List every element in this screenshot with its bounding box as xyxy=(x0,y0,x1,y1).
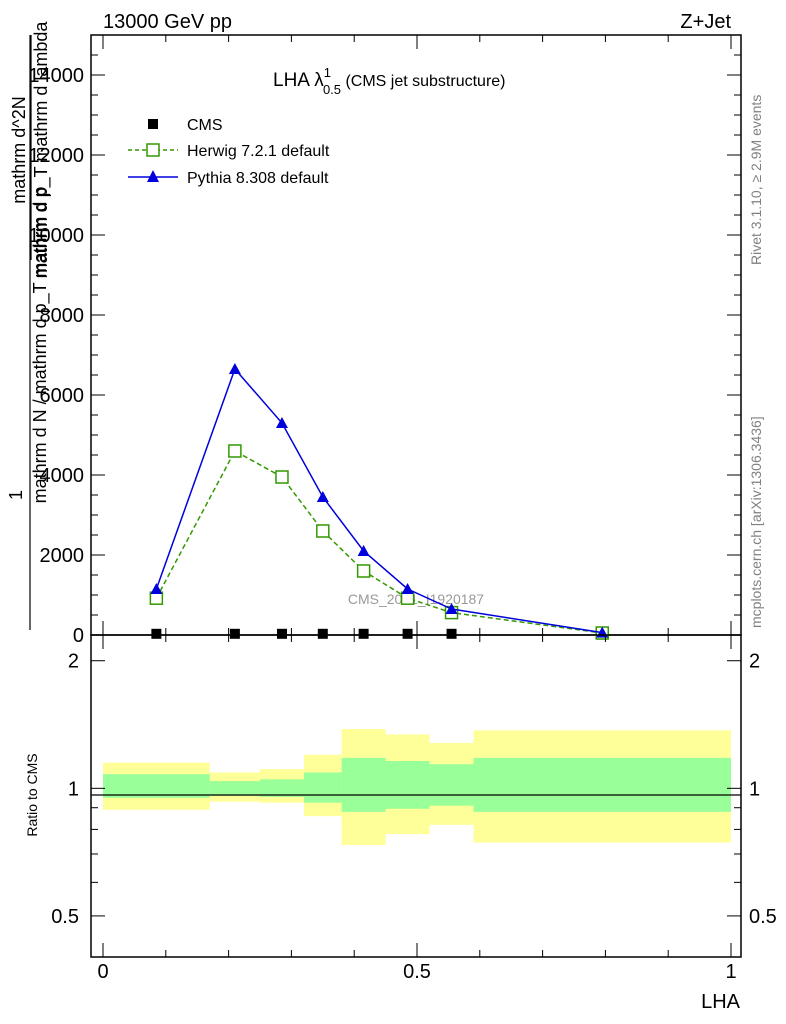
legend-label-cms: CMS xyxy=(187,117,223,134)
data-point-herwig xyxy=(228,444,242,458)
data-point-pythia xyxy=(357,545,370,556)
ratio-inner-band xyxy=(341,757,386,812)
legend-marker-pythia xyxy=(147,170,159,182)
data-point-pythia xyxy=(150,583,163,594)
ratio-inner-band xyxy=(103,774,210,798)
data-point-pythia xyxy=(228,363,241,374)
ratio-ticks xyxy=(91,635,741,958)
watermark: CMS_2021_I1920187 xyxy=(348,591,484,607)
ratio-bands xyxy=(103,729,731,846)
ratio-inner-band xyxy=(209,781,260,796)
mcplots-label: mcplots.cern.ch [arXiv:1306.3436] xyxy=(748,416,764,628)
ratio-xtick-label: 0 xyxy=(97,961,108,983)
data-point-pythia xyxy=(401,583,414,594)
data-point-cms xyxy=(151,628,162,639)
ylabel-denominator-a: mathrm d N / mathrm d p_T mathrm d p xyxy=(30,187,51,504)
data-point-pythia xyxy=(275,417,288,428)
ratio-ytick-label-right: 2 xyxy=(749,651,760,673)
ylabel-numerator-b: mathrm d^2N xyxy=(9,96,29,203)
data-point-cms xyxy=(402,628,413,639)
ylabel-numerator-a: 1 xyxy=(6,490,26,500)
ratio-plot-frame xyxy=(90,634,742,958)
main-ytick-label: 4000 xyxy=(40,465,85,487)
data-point-herwig xyxy=(275,470,289,484)
main-ytick-label: 10000 xyxy=(28,225,84,247)
ratio-inner-band xyxy=(260,779,304,797)
main-series xyxy=(149,363,610,640)
main-ytick-label: 8000 xyxy=(40,305,85,327)
legend-label-herwig: Herwig 7.2.1 default xyxy=(187,143,330,160)
ratio-inner-band xyxy=(429,764,474,806)
data-point-cms xyxy=(317,628,328,639)
process-label: Z+Jet xyxy=(680,11,731,33)
legend-marker-herwig xyxy=(146,143,160,157)
ratio-ytick-label-right: 1 xyxy=(749,778,760,800)
main-ytick-label: 0 xyxy=(73,625,84,647)
data-point-cms xyxy=(446,628,457,639)
ratio-inner-band xyxy=(473,757,731,812)
main-ytick-label: 12000 xyxy=(28,145,84,167)
x-axis-label: LHA xyxy=(701,991,741,1013)
ratio-ytick-label: 2 xyxy=(68,651,79,673)
ratio-ytick-label-right: 0.5 xyxy=(749,906,777,928)
legend-marker-cms xyxy=(148,119,158,129)
data-point-cms xyxy=(229,628,240,639)
ratio-ytick-label: 0.5 xyxy=(51,906,79,928)
rivet-version-label: Rivet 3.1.10, ≥ 2.9M events xyxy=(748,95,764,265)
ratio-tick-labels: 0.5 0.5 1 1 2 2 0 0.5 1 xyxy=(51,651,777,983)
plot-title: LHA λ1 0.5 (CMS jet substructure) xyxy=(273,65,506,97)
ratio-ylabel: Ratio to CMS xyxy=(24,753,40,836)
data-point-cms xyxy=(276,628,287,639)
main-ylabel: 1 mathrm d N / mathrm d p_T mathrm d p m… xyxy=(6,21,52,630)
ratio-inner-band xyxy=(385,761,430,809)
ratio-xtick-label: 0.5 xyxy=(403,961,431,983)
main-plot: 0 2000 4000 6000 8000 10000 12000 14000 LHA λ1 0… xyxy=(6,21,742,647)
data-point-pythia xyxy=(445,603,458,614)
energy-label: 13000 GeV pp xyxy=(103,11,232,33)
data-point-cms xyxy=(358,628,369,639)
series-line-1 xyxy=(155,449,603,634)
ratio-xtick-label: 1 xyxy=(725,961,736,983)
legend-label-pythia: Pythia 8.308 default xyxy=(187,170,329,187)
ylabel-denominator-b: mathrm d p_T mathrm d lambda xyxy=(31,21,52,279)
main-ytick-label: 2000 xyxy=(40,545,85,567)
main-tick-labels: 0 2000 4000 6000 8000 10000 12000 14000 xyxy=(28,65,84,647)
data-point-herwig xyxy=(356,564,371,578)
main-ytick-label: 14000 xyxy=(28,65,84,87)
data-point-herwig xyxy=(316,524,330,538)
ratio-inner-band xyxy=(303,772,342,803)
ratio-plot: 0.5 0.5 1 1 2 2 0 0.5 1 Ratio to CMS LHA xyxy=(24,634,777,1013)
data-point-pythia xyxy=(316,491,329,502)
legend: CMS Herwig 7.2.1 default Pythia 8.308 de… xyxy=(128,117,330,187)
ratio-ytick-label: 1 xyxy=(68,778,79,800)
series-line-2 xyxy=(155,367,603,634)
main-ytick-label: 6000 xyxy=(40,385,85,407)
